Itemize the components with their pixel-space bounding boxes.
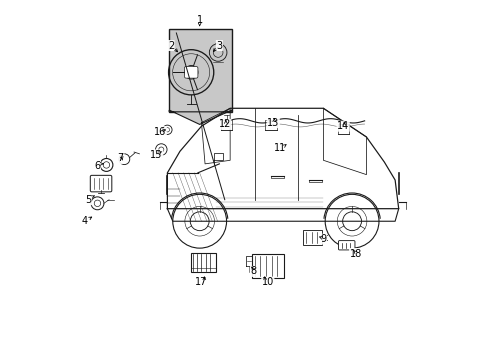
Text: 2: 2: [167, 41, 174, 50]
Polygon shape: [169, 110, 231, 125]
FancyBboxPatch shape: [169, 30, 231, 112]
Text: 4: 4: [81, 216, 88, 226]
Text: 12: 12: [218, 120, 230, 129]
FancyBboxPatch shape: [190, 253, 215, 273]
Text: 10: 10: [261, 277, 273, 287]
Text: 3: 3: [216, 41, 222, 50]
Text: 1: 1: [196, 15, 203, 26]
Text: 15: 15: [150, 150, 163, 160]
Text: 6: 6: [94, 161, 101, 171]
Text: 16: 16: [154, 127, 166, 136]
Text: 5: 5: [85, 195, 91, 205]
Text: 17: 17: [195, 277, 207, 287]
Text: 8: 8: [250, 266, 256, 276]
FancyBboxPatch shape: [90, 175, 112, 192]
Text: 9: 9: [320, 234, 326, 244]
Text: 11: 11: [274, 143, 286, 153]
FancyBboxPatch shape: [303, 230, 321, 244]
FancyBboxPatch shape: [338, 240, 354, 250]
Text: 13: 13: [266, 118, 279, 128]
FancyBboxPatch shape: [184, 66, 198, 78]
Text: 18: 18: [349, 248, 361, 258]
Text: 7: 7: [118, 153, 123, 163]
Text: 14: 14: [336, 121, 348, 131]
FancyBboxPatch shape: [251, 254, 284, 278]
